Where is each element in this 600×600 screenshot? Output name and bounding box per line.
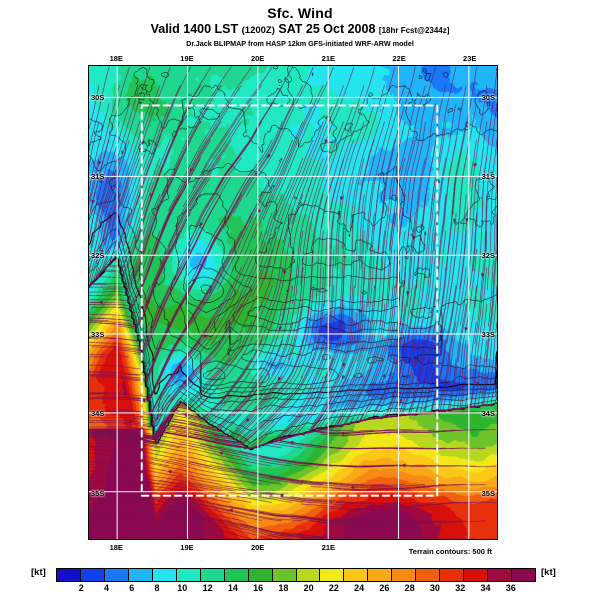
wind-speed-map[interactable]: 30S 31S 32S 33S 34S 35S 30S 31S 32S 33S 34S 35S bbox=[88, 65, 498, 540]
colorbar-segment bbox=[320, 569, 345, 581]
colorbar-tick: 20 bbox=[303, 583, 314, 593]
colorbar-segment bbox=[344, 569, 369, 581]
colorbar-tick: 14 bbox=[227, 583, 238, 593]
colorbar-tick: 10 bbox=[177, 583, 188, 593]
valid-time-line: Valid 1400 LST (1200Z) SAT 25 Oct 2008 [… bbox=[0, 22, 600, 38]
colorbar-tick: 4 bbox=[104, 583, 110, 593]
title-block: Sfc. Wind Valid 1400 LST (1200Z) SAT 25 … bbox=[0, 6, 600, 49]
terrain-contour-note: Terrain contours: 500 ft bbox=[408, 547, 492, 556]
axis-tick-label-left: 30S bbox=[91, 92, 105, 102]
axis-tick-label-right: 34S bbox=[481, 409, 495, 419]
valid-date: SAT 25 Oct 2008 bbox=[278, 22, 376, 36]
axis-tick-label: 20E bbox=[250, 54, 265, 63]
colorbar-segment bbox=[224, 569, 249, 581]
colorbar-segment bbox=[57, 569, 81, 581]
axis-tick-label: 18E bbox=[109, 543, 123, 552]
axis-tick-label: 21E bbox=[321, 543, 336, 552]
colorbar-segment bbox=[392, 569, 417, 581]
valid-local-time: Valid 1400 LST bbox=[150, 22, 239, 36]
axis-tick-label-right: 30S bbox=[481, 92, 495, 102]
colorbar-segment bbox=[296, 569, 321, 581]
axis-tick-label-left: 35S bbox=[91, 488, 105, 498]
colorbar-segment bbox=[128, 569, 153, 581]
colorbar-tick: 28 bbox=[404, 583, 415, 593]
colorbar-tick: 12 bbox=[202, 583, 213, 593]
colorbar-segment bbox=[200, 569, 225, 581]
wind-field-canvas bbox=[89, 66, 497, 539]
colorbar-segment bbox=[368, 569, 393, 581]
axis-tick-label-right: 35S bbox=[481, 488, 495, 498]
map-container: 30S 31S 32S 33S 34S 35S 30S 31S 32S 33S 34S 35S 18E… bbox=[88, 54, 498, 556]
colorbar-tick: 18 bbox=[278, 583, 289, 593]
colorbar-tick: 2 bbox=[78, 583, 84, 593]
colorbar-segment bbox=[248, 569, 273, 581]
colorbar-segment bbox=[80, 569, 105, 581]
forecast-tag: [18hr Fcst@2344z] bbox=[378, 26, 450, 35]
axis-tick-label: 22E bbox=[392, 54, 406, 63]
axis-tick-label-right: 32S bbox=[481, 251, 495, 260]
colorbar-segment bbox=[176, 569, 201, 581]
axis-tick-label-left: 32S bbox=[91, 251, 105, 260]
colorbar-tick: 36 bbox=[505, 583, 516, 593]
colorbar-tick: 32 bbox=[455, 583, 466, 593]
axis-tick-label-left: 34S bbox=[91, 409, 105, 419]
colorbar-segment bbox=[104, 569, 129, 581]
axis-tick-label: 19E bbox=[180, 54, 194, 63]
colorbar-tick: 8 bbox=[154, 583, 160, 593]
colorbar-tick: 26 bbox=[379, 583, 390, 593]
colorbar-segment bbox=[152, 569, 177, 581]
colorbar-tick: 6 bbox=[129, 583, 135, 593]
axis-tick-label: 19E bbox=[180, 543, 194, 552]
colorbar-unit-right: [kt] bbox=[541, 567, 556, 578]
axis-tick-label-left: 31S bbox=[91, 171, 105, 181]
axis-tick-label-right: 31S bbox=[481, 171, 495, 181]
colorbar-tick-labels: 2 4 6 8 10 12 14 16 18 20 22 24 26 28 30 32 34 36 bbox=[56, 583, 536, 595]
colorbar-segment bbox=[416, 569, 441, 581]
colorbar-tick: 34 bbox=[480, 583, 491, 593]
colorbar-tick: 30 bbox=[429, 583, 440, 593]
colorbar-segment bbox=[440, 569, 465, 581]
colorbar bbox=[56, 568, 536, 582]
axis-tick-label: 23E bbox=[463, 54, 477, 63]
page-title: Sfc. Wind bbox=[267, 5, 333, 21]
colorbar-unit-left: [kt] bbox=[31, 567, 46, 578]
colorbar-segment bbox=[488, 569, 513, 581]
axis-tick-label: 18E bbox=[109, 54, 123, 63]
colorbar-segment bbox=[464, 569, 489, 581]
model-source-line: Dr.Jack BLIPMAP from HASP 12km GFS-initi… bbox=[186, 39, 414, 48]
axis-tick-label: 20E bbox=[250, 543, 265, 552]
axis-tick-label: 21E bbox=[321, 54, 336, 63]
colorbar-segment bbox=[512, 569, 536, 581]
colorbar-tick: 24 bbox=[354, 583, 365, 593]
colorbar-segment bbox=[272, 569, 297, 581]
axis-tick-label-right: 33S bbox=[481, 330, 495, 340]
colorbar-tick: 16 bbox=[253, 583, 264, 593]
axis-tick-label-left: 33S bbox=[91, 330, 105, 340]
valid-utc-time: (1200Z) bbox=[241, 25, 275, 36]
colorbar-tick: 22 bbox=[328, 583, 339, 593]
